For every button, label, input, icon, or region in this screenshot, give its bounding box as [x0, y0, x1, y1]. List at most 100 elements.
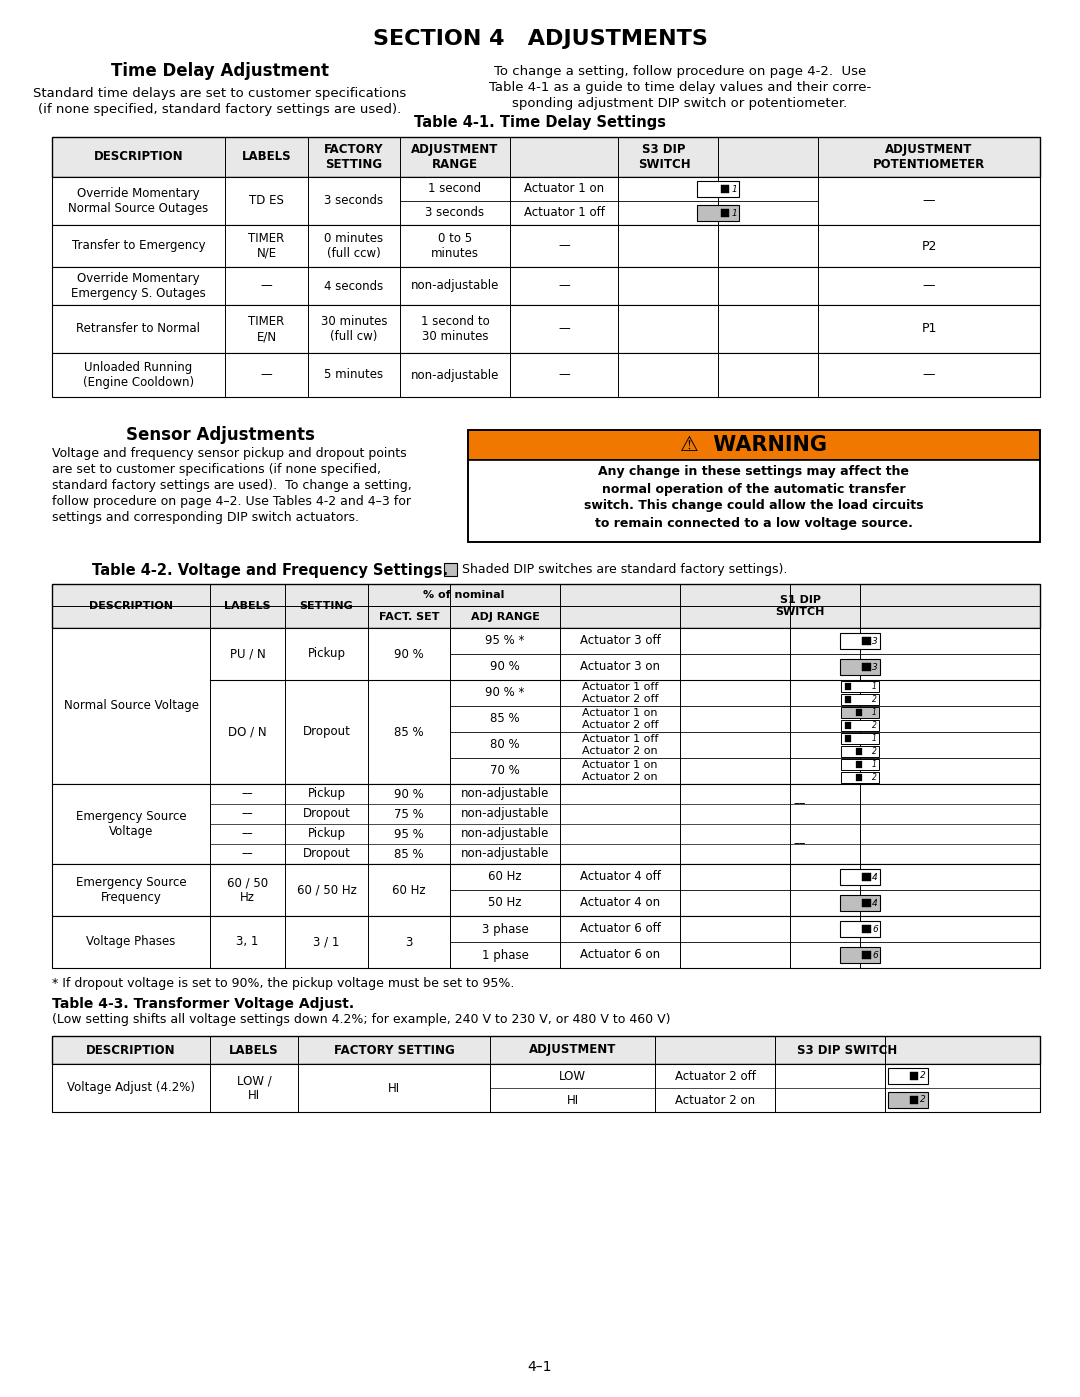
Text: 3, 1: 3, 1	[237, 936, 259, 949]
Text: 60 / 50 Hz: 60 / 50 Hz	[297, 883, 356, 897]
Text: —: —	[922, 369, 935, 381]
Text: Retransfer to Normal: Retransfer to Normal	[77, 323, 201, 335]
Bar	[468, 430, 1040, 460]
Text: 90 % *: 90 % *	[485, 686, 525, 700]
Bar	[52, 629, 1040, 784]
Text: —: —	[558, 279, 570, 292]
Text: LABELS: LABELS	[242, 151, 292, 163]
Text: Actuator 6 on: Actuator 6 on	[580, 949, 660, 961]
Text: Actuator 1 on: Actuator 1 on	[524, 183, 604, 196]
Text: Actuator 1 on
Actuator 2 off: Actuator 1 on Actuator 2 off	[582, 708, 658, 729]
Text: 1 second: 1 second	[429, 183, 482, 196]
Text: 80 %: 80 %	[490, 739, 519, 752]
Text: HI: HI	[566, 1094, 579, 1106]
Text: switch. This change could allow the load circuits: switch. This change could allow the load…	[584, 500, 923, 513]
Text: 3 seconds: 3 seconds	[324, 194, 383, 208]
Text: ––: ––	[242, 807, 254, 820]
Text: Actuator 6 off: Actuator 6 off	[580, 922, 661, 936]
Text: P1: P1	[921, 323, 936, 335]
Text: 5 minutes: 5 minutes	[324, 369, 383, 381]
Text: Override Momentary
Emergency S. Outages: Override Momentary Emergency S. Outages	[71, 272, 206, 300]
Text: —: —	[558, 369, 570, 381]
Text: Dropout: Dropout	[302, 848, 350, 861]
Text: PU / N: PU / N	[230, 647, 266, 661]
Text: Sensor Adjustments: Sensor Adjustments	[125, 426, 314, 444]
Bar	[444, 563, 457, 576]
Text: non-adjustable: non-adjustable	[461, 848, 550, 861]
Bar	[52, 1037, 1040, 1065]
Bar	[52, 225, 1040, 267]
Text: 6: 6	[873, 925, 878, 933]
Bar	[841, 719, 879, 731]
Text: —: —	[558, 239, 570, 253]
Text: 60 Hz: 60 Hz	[392, 883, 426, 897]
Text: 90 %: 90 %	[394, 647, 423, 661]
Text: % of nominal: % of nominal	[423, 590, 504, 599]
Text: ADJUSTMENT: ADJUSTMENT	[529, 1044, 617, 1056]
Text: DESCRIPTION: DESCRIPTION	[89, 601, 173, 610]
Bar	[52, 863, 1040, 916]
Text: TIMER
N/E: TIMER N/E	[248, 232, 285, 260]
Bar	[862, 873, 870, 882]
Text: 1: 1	[872, 682, 877, 692]
Text: 2: 2	[872, 773, 877, 782]
Text: Dropout: Dropout	[302, 725, 350, 739]
Text: Pickup: Pickup	[308, 788, 346, 800]
Text: non-adjustable: non-adjustable	[410, 369, 499, 381]
Text: Actuator 1 off
Actuator 2 on: Actuator 1 off Actuator 2 on	[582, 735, 658, 756]
Bar	[52, 137, 1040, 177]
Text: 0 to 5
minutes: 0 to 5 minutes	[431, 232, 480, 260]
Bar	[697, 182, 739, 197]
Text: Table 4-1 as a guide to time delay values and their corre-: Table 4-1 as a guide to time delay value…	[489, 81, 872, 94]
Text: 3: 3	[873, 637, 878, 645]
Text: Voltage and frequency sensor pickup and dropout points: Voltage and frequency sensor pickup and …	[52, 447, 407, 460]
Text: ADJUSTMENT
RANGE: ADJUSTMENT RANGE	[411, 142, 499, 170]
Bar	[52, 1065, 1040, 1112]
Text: 1: 1	[731, 184, 737, 194]
Text: non-adjustable: non-adjustable	[461, 807, 550, 820]
Text: P2: P2	[921, 239, 936, 253]
Text: (if none specified, standard factory settings are used).: (if none specified, standard factory set…	[39, 102, 402, 116]
Text: FACT. SET: FACT. SET	[379, 612, 440, 622]
Text: Actuator 3 on: Actuator 3 on	[580, 661, 660, 673]
Bar	[468, 460, 1040, 542]
Text: Actuator 1 on
Actuator 2 on: Actuator 1 on Actuator 2 on	[582, 760, 658, 782]
Text: 6: 6	[873, 950, 878, 960]
Text: 70 %: 70 %	[490, 764, 519, 778]
Bar	[855, 761, 862, 767]
Text: Voltage Phases: Voltage Phases	[86, 936, 176, 949]
Text: 4: 4	[873, 873, 878, 882]
Text: Emergency Source
Voltage: Emergency Source Voltage	[76, 810, 187, 838]
Text: Actuator 2 on: Actuator 2 on	[675, 1094, 755, 1106]
Text: 60 / 50
Hz: 60 / 50 Hz	[227, 876, 268, 904]
Bar	[52, 584, 1040, 629]
Text: Pickup: Pickup	[308, 647, 346, 661]
Text: settings and corresponding DIP switch actuators.: settings and corresponding DIP switch ac…	[52, 510, 359, 524]
Text: ––: ––	[242, 848, 254, 861]
Text: SECTION 4   ADJUSTMENTS: SECTION 4 ADJUSTMENTS	[373, 29, 707, 49]
Text: 85 %: 85 %	[394, 848, 423, 861]
Text: * If dropout voltage is set to 90%, the pickup voltage must be set to 95%.: * If dropout voltage is set to 90%, the …	[52, 978, 514, 990]
Text: Time Delay Adjustment: Time Delay Adjustment	[111, 61, 329, 80]
Text: 2: 2	[920, 1071, 926, 1080]
Text: LOW: LOW	[559, 1070, 586, 1083]
Text: to remain connected to a low voltage source.: to remain connected to a low voltage sou…	[595, 517, 913, 529]
Text: ⚠  WARNING: ⚠ WARNING	[680, 434, 827, 455]
Bar	[862, 951, 870, 960]
Bar	[697, 205, 739, 221]
Text: HI: HI	[388, 1081, 400, 1094]
Text: 85 %: 85 %	[394, 725, 423, 739]
Text: 3 phase: 3 phase	[482, 922, 528, 936]
Text: 3: 3	[405, 936, 413, 949]
Text: 50 Hz: 50 Hz	[488, 897, 522, 909]
Text: —: —	[260, 279, 272, 292]
Text: normal operation of the automatic transfer: normal operation of the automatic transf…	[603, 482, 906, 496]
Text: Table 4-1. Time Delay Settings: Table 4-1. Time Delay Settings	[414, 116, 666, 130]
Text: 1: 1	[731, 208, 737, 218]
Text: 85 %: 85 %	[490, 712, 519, 725]
Text: LABELS: LABELS	[229, 1044, 279, 1056]
Text: Shaded DIP switches are standard factory settings).: Shaded DIP switches are standard factory…	[458, 563, 787, 577]
Text: Any change in these settings may affect the: Any change in these settings may affect …	[598, 465, 909, 479]
Bar	[841, 707, 879, 718]
Bar	[845, 697, 851, 703]
